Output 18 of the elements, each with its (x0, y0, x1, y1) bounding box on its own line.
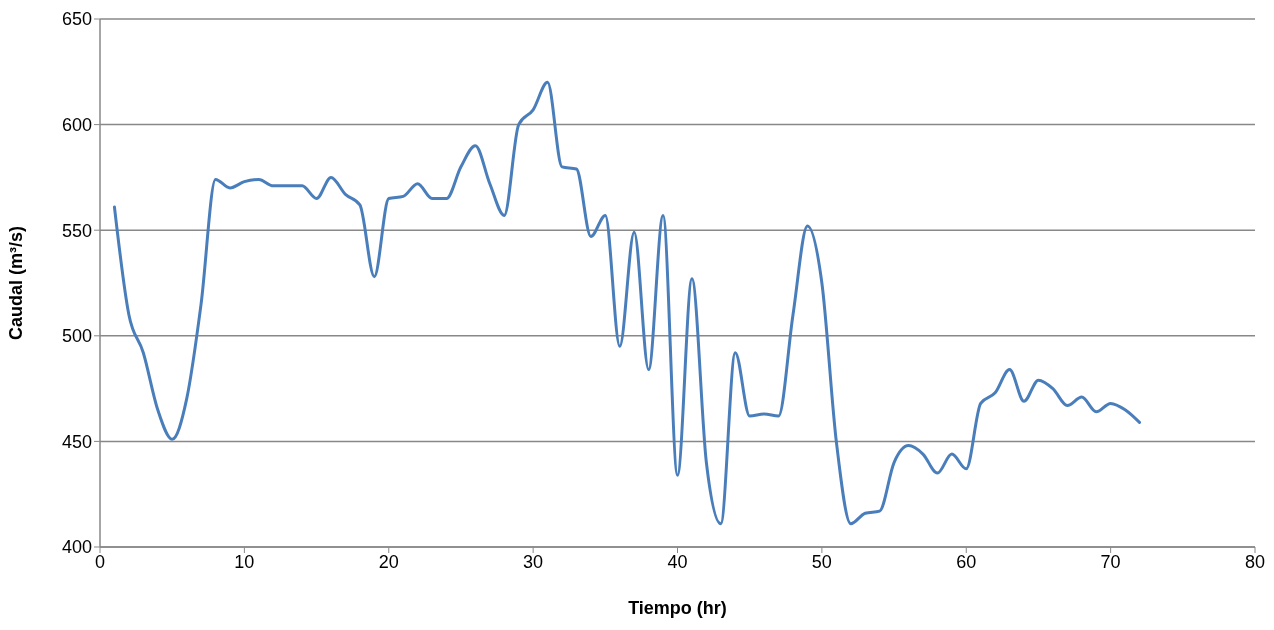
x-tick-label: 80 (1244, 551, 1266, 572)
y-axis-title: Caudal (m³/s) (6, 225, 27, 341)
x-tick-label: 20 (378, 551, 399, 572)
x-tick-label: 30 (523, 551, 544, 572)
y-tick-label: 650 (61, 9, 92, 30)
y-tick-label: 400 (61, 537, 92, 558)
x-tick-label: 70 (1100, 551, 1121, 572)
y-tick-label: 550 (61, 220, 92, 241)
line-series (112, 80, 1141, 526)
x-tick-label: 40 (667, 551, 688, 572)
x-axis-title: Tiempo (hr) (628, 598, 727, 618)
y-tick-label: 600 (61, 114, 92, 135)
x-tick-label: 60 (956, 551, 977, 572)
y-tick-label: 500 (61, 326, 92, 347)
x-tick-label: 0 (94, 551, 106, 572)
x-tick-label: 50 (811, 551, 832, 572)
y-tick-label: 450 (61, 431, 92, 452)
x-tick-label: 10 (234, 551, 255, 572)
